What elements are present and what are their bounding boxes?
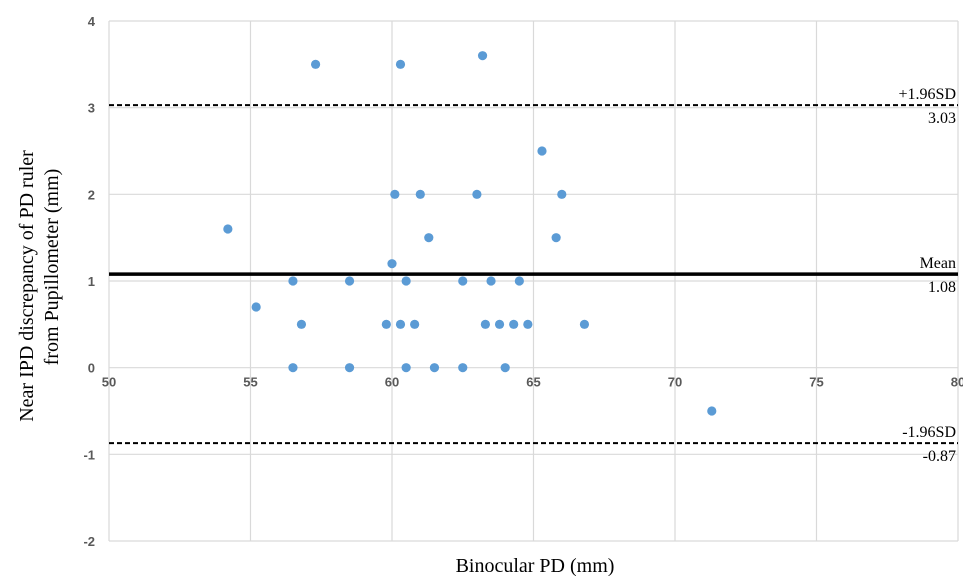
data-point (296, 319, 307, 329)
x-tick-label: 65 (526, 375, 540, 390)
y-axis-title: Near IPD discrepancy of PD ruler from Pu… (16, 150, 63, 422)
data-point (310, 59, 321, 69)
data-point (477, 51, 488, 61)
data-point (523, 319, 533, 329)
x-tick-label: 80 (951, 375, 963, 390)
data-point (494, 319, 505, 329)
data-point (707, 406, 717, 416)
y-axis-title-line-1: Near IPD discrepancy of PD ruler (16, 150, 38, 422)
data-point (401, 276, 411, 286)
y-tick-label: 1 (88, 274, 95, 289)
y-tick-label: 4 (88, 14, 96, 29)
reference-line-label: +1.96SD (899, 86, 956, 103)
data-point (387, 259, 397, 269)
data-point (401, 363, 411, 373)
data-point (486, 276, 496, 286)
reference-line-label: Mean (920, 255, 956, 272)
y-tick-label: 2 (88, 187, 95, 202)
data-point (410, 319, 420, 329)
y-tick-label: -1 (83, 447, 95, 462)
data-point (579, 319, 590, 329)
data-point (344, 363, 355, 373)
data-point (395, 59, 406, 69)
data-points (223, 51, 717, 416)
data-point (251, 302, 261, 312)
data-point (557, 189, 567, 199)
data-point (472, 189, 482, 199)
y-tick-label: 3 (88, 101, 95, 116)
data-point (381, 319, 391, 329)
data-point (390, 189, 400, 199)
y-axis-title-line-2: from Pupillometer (mm) (41, 169, 63, 366)
x-tick-label: 75 (809, 375, 823, 390)
data-point (395, 319, 406, 329)
reference-line-label: -1.96SD (902, 424, 956, 441)
reference-line-value: 1.08 (928, 279, 956, 296)
data-point (551, 233, 561, 243)
x-axis-title: Binocular PD (mm) (456, 555, 615, 576)
x-tick-label: 55 (243, 375, 257, 390)
x-tick-label: 70 (668, 375, 682, 390)
x-tick-label: 50 (102, 375, 116, 390)
y-tick-label: -2 (83, 534, 95, 549)
x-tick-label: 60 (385, 375, 399, 390)
tick-labels: 50 55 60 65 70 75 80 -2 -1 0 1 2 3 4 (83, 14, 963, 549)
data-point (458, 276, 468, 286)
data-point (223, 224, 233, 234)
data-point (509, 319, 519, 329)
data-point (480, 319, 490, 329)
grid (108, 20, 959, 542)
data-point (537, 146, 547, 156)
data-point (514, 276, 524, 286)
data-point (500, 363, 510, 373)
reference-line-value: 3.03 (928, 110, 956, 127)
reference-line-value: -0.87 (923, 448, 956, 465)
reference-lines: +1.96SD 3.03 Mean 1.08 -1.96SD -0.87 (109, 86, 958, 465)
data-point (288, 363, 298, 373)
data-point (429, 363, 440, 373)
data-point (288, 276, 298, 286)
data-point (344, 276, 355, 286)
data-point (415, 189, 425, 199)
data-point (458, 363, 468, 373)
y-tick-label: 0 (88, 361, 95, 376)
data-point (424, 233, 434, 243)
